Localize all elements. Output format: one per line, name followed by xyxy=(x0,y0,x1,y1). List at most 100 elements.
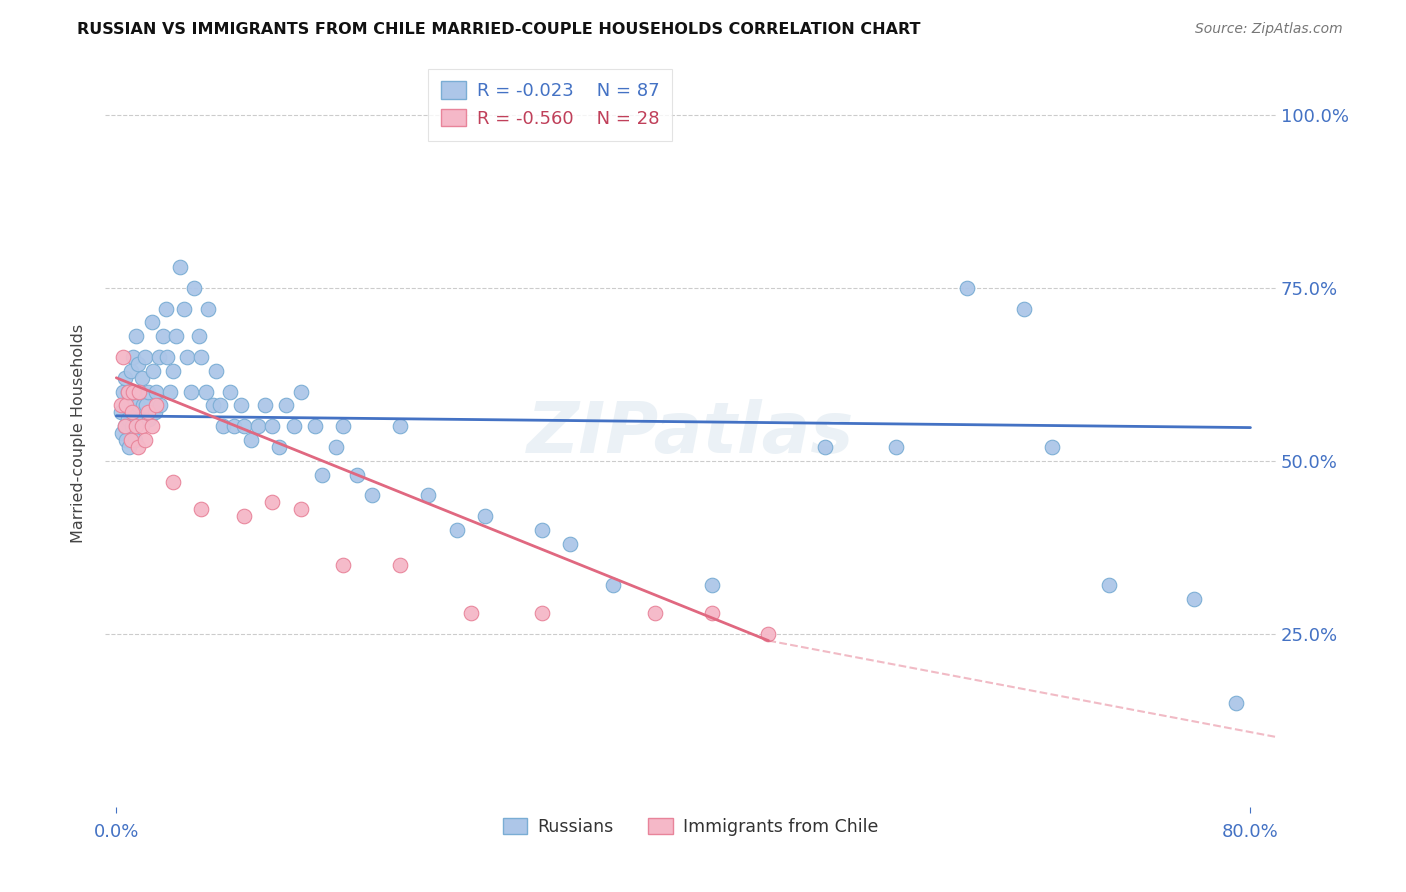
Point xyxy=(134,433,156,447)
Point xyxy=(128,384,150,399)
Point xyxy=(114,371,136,385)
Point xyxy=(197,301,219,316)
Point xyxy=(254,399,277,413)
Point xyxy=(143,405,166,419)
Point xyxy=(190,350,212,364)
Point xyxy=(120,399,142,413)
Point xyxy=(165,329,187,343)
Point xyxy=(127,440,149,454)
Point xyxy=(884,440,907,454)
Point xyxy=(136,405,159,419)
Text: Source: ZipAtlas.com: Source: ZipAtlas.com xyxy=(1195,22,1343,37)
Point xyxy=(131,419,153,434)
Point xyxy=(156,350,179,364)
Point xyxy=(115,399,138,413)
Point xyxy=(222,419,245,434)
Point xyxy=(360,488,382,502)
Point xyxy=(474,509,496,524)
Point xyxy=(218,384,240,399)
Point xyxy=(814,440,837,454)
Point xyxy=(176,350,198,364)
Point xyxy=(117,384,139,399)
Point xyxy=(602,578,624,592)
Point xyxy=(132,399,155,413)
Point xyxy=(700,578,723,592)
Point xyxy=(180,384,202,399)
Point xyxy=(122,350,145,364)
Y-axis label: Married-couple Households: Married-couple Households xyxy=(72,324,86,542)
Point xyxy=(446,523,468,537)
Point xyxy=(1098,578,1121,592)
Point xyxy=(276,399,298,413)
Point xyxy=(120,364,142,378)
Point xyxy=(124,433,146,447)
Point xyxy=(530,606,553,620)
Point xyxy=(332,419,354,434)
Point xyxy=(644,606,666,620)
Point xyxy=(162,364,184,378)
Point xyxy=(304,419,326,434)
Point xyxy=(262,419,284,434)
Point xyxy=(159,384,181,399)
Text: ZIPatlas: ZIPatlas xyxy=(527,399,855,467)
Point xyxy=(211,419,233,434)
Legend: Russians, Immigrants from Chile: Russians, Immigrants from Chile xyxy=(496,811,886,843)
Point xyxy=(700,606,723,620)
Point xyxy=(269,440,291,454)
Point xyxy=(1225,696,1247,710)
Point xyxy=(122,384,145,399)
Point xyxy=(138,412,160,426)
Point xyxy=(127,357,149,371)
Text: RUSSIAN VS IMMIGRANTS FROM CHILE MARRIED-COUPLE HOUSEHOLDS CORRELATION CHART: RUSSIAN VS IMMIGRANTS FROM CHILE MARRIED… xyxy=(77,22,921,37)
Point xyxy=(283,419,305,434)
Point xyxy=(125,329,148,343)
Point xyxy=(117,412,139,426)
Point xyxy=(136,384,159,399)
Point xyxy=(112,384,135,399)
Point xyxy=(558,537,581,551)
Point xyxy=(110,399,132,413)
Point xyxy=(262,495,284,509)
Point xyxy=(290,502,312,516)
Point xyxy=(758,626,780,640)
Point xyxy=(388,558,411,572)
Point xyxy=(114,419,136,434)
Point xyxy=(530,523,553,537)
Point xyxy=(247,419,270,434)
Point xyxy=(120,433,142,447)
Point xyxy=(232,509,254,524)
Point xyxy=(142,364,165,378)
Point xyxy=(290,384,312,399)
Point xyxy=(128,384,150,399)
Point xyxy=(169,260,191,274)
Point xyxy=(460,606,482,620)
Point xyxy=(122,384,145,399)
Point xyxy=(124,405,146,419)
Point xyxy=(111,426,134,441)
Point xyxy=(149,399,172,413)
Point xyxy=(114,419,136,434)
Point xyxy=(162,475,184,489)
Point xyxy=(229,399,252,413)
Point xyxy=(346,467,368,482)
Point xyxy=(311,467,333,482)
Point xyxy=(201,399,224,413)
Point xyxy=(173,301,195,316)
Point xyxy=(145,384,167,399)
Point xyxy=(121,405,143,419)
Point xyxy=(127,399,149,413)
Point xyxy=(194,384,217,399)
Point xyxy=(117,384,139,399)
Point xyxy=(190,502,212,516)
Point xyxy=(115,399,138,413)
Point xyxy=(129,412,152,426)
Point xyxy=(141,315,163,329)
Point xyxy=(118,440,141,454)
Point xyxy=(152,329,174,343)
Point xyxy=(204,364,226,378)
Point xyxy=(134,350,156,364)
Point xyxy=(145,399,167,413)
Point xyxy=(1040,440,1063,454)
Point xyxy=(135,399,157,413)
Point xyxy=(1182,592,1205,607)
